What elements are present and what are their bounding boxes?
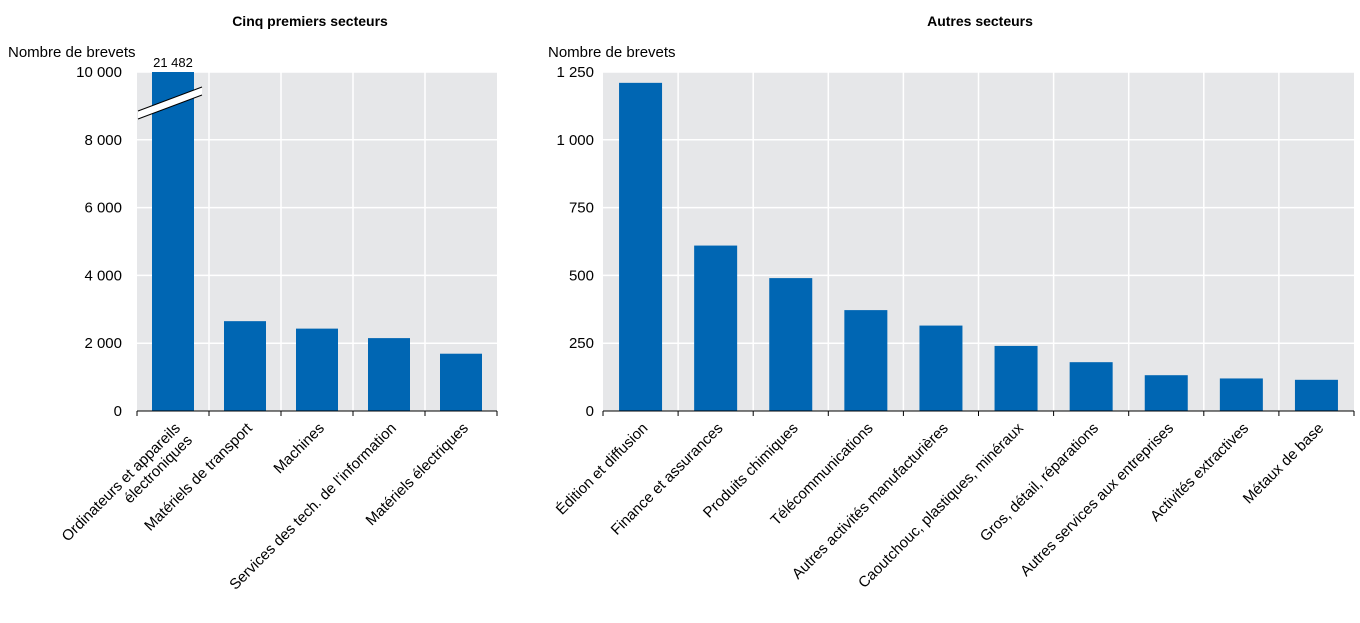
category-label-line: Autres activités manufacturières	[789, 420, 952, 583]
category-label: Autres services aux entreprises	[1017, 420, 1177, 580]
category-label-line: Machines	[270, 420, 327, 477]
axis-break-line	[137, 86, 203, 112]
y-tick-label: 8 000	[84, 132, 122, 149]
bar-5	[919, 325, 963, 411]
bar-1	[152, 72, 194, 411]
bar-6	[994, 345, 1038, 411]
bar-4	[844, 310, 888, 411]
axis-break-gap	[138, 87, 202, 119]
chart-panel-2: Autres secteurs 0 250 500 750 1 000 1 250 Nombr…	[548, 13, 1355, 592]
y-tick-label: 4 000	[84, 267, 122, 284]
bar-10	[1294, 379, 1338, 411]
bar-5	[440, 353, 482, 411]
bar-7	[1069, 362, 1113, 411]
y-axis-label: Nombre de brevets	[548, 44, 676, 61]
category-label: Machines	[270, 420, 327, 477]
y-tick-label: 250	[569, 335, 594, 352]
y-tick-label: 6 000	[84, 200, 122, 217]
y-tick-label: 1 000	[556, 132, 594, 149]
y-tick-label: 10 000	[76, 64, 122, 81]
bar-3	[296, 328, 338, 411]
y-tick-label: 750	[569, 200, 594, 217]
y-tick-label: 500	[569, 267, 594, 284]
category-label: Autres activités manufacturières	[789, 420, 952, 583]
y-tick-label: 0	[114, 403, 122, 420]
category-label-line: Ordinateurs et appareils	[59, 420, 184, 545]
category-label: Métaux de base	[1240, 420, 1328, 508]
chart-title: Cinq premiers secteurs	[232, 13, 388, 29]
y-tick-label: 1 250	[556, 64, 594, 81]
category-label-line: Caoutchouc, plastiques, minéraux	[855, 419, 1027, 591]
bar-2	[694, 245, 738, 411]
category-label-line: Autres services aux entreprises	[1017, 420, 1177, 580]
bar-4	[368, 338, 410, 411]
bar-3	[769, 278, 813, 411]
bar-1	[619, 82, 663, 412]
bar-8	[1144, 375, 1188, 411]
category-label: Caoutchouc, plastiques, minéraux	[855, 419, 1027, 591]
bar-9	[1219, 378, 1263, 411]
category-label-line: Métaux de base	[1240, 420, 1328, 508]
y-tick-label: 2 000	[84, 335, 122, 352]
chart-panel-1: Cinq premiers secteurs 0 2 000 4 000 6 000 8 …	[8, 13, 498, 593]
chart-title: Autres secteurs	[927, 13, 1033, 29]
data-label: 21 482	[153, 55, 193, 70]
y-tick-label: 0	[586, 403, 594, 420]
axis-break-line	[137, 94, 203, 120]
bar-2	[224, 321, 266, 411]
y-axis-label: Nombre de brevets	[8, 44, 136, 61]
